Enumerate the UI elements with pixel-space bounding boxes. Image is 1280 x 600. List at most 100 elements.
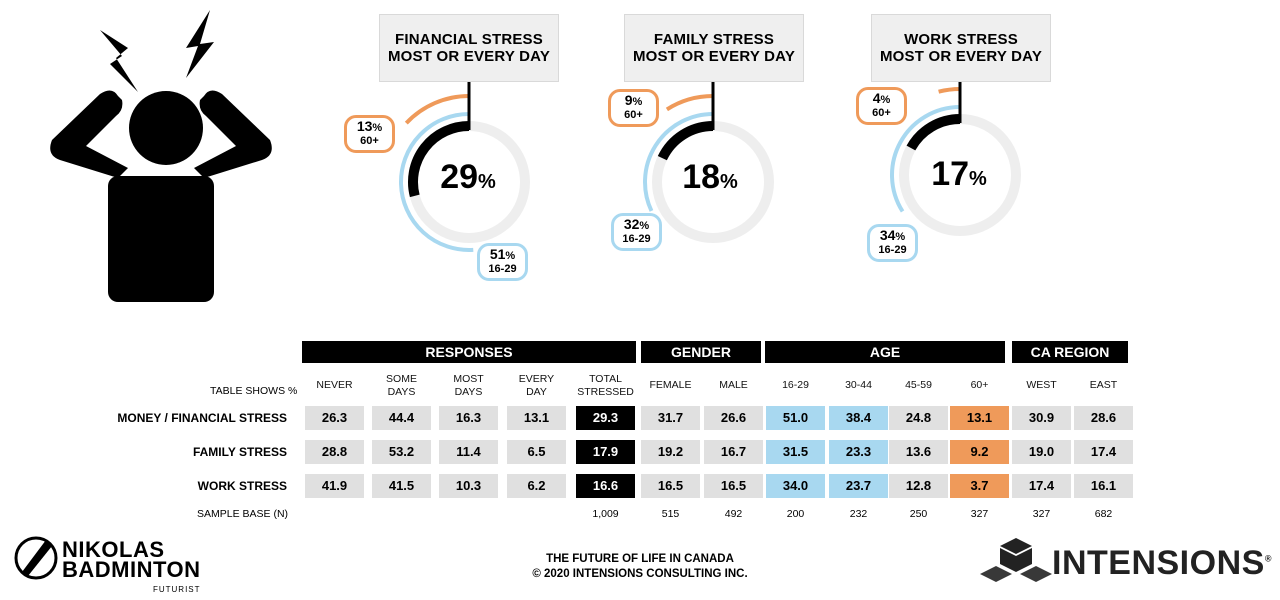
column-header: EAST xyxy=(1068,379,1139,392)
group-header-responses: RESPONSES xyxy=(302,341,636,363)
bubble-value: 13 xyxy=(356,118,373,134)
row-label: MONEY / FINANCIAL STRESS xyxy=(117,411,287,425)
gauge-60-arc xyxy=(665,94,714,112)
column-header-line1: 16-29 xyxy=(782,379,809,391)
rocket-logo-icon xyxy=(14,536,58,580)
bubble-60plus: 13% 60+ xyxy=(344,115,395,153)
gauge-16-29-arc xyxy=(399,112,474,252)
bubble-value: 34 xyxy=(879,227,896,243)
table-cell: 30.9 xyxy=(1012,406,1071,430)
footer-line1: THE FUTURE OF LIFE IN CANADA xyxy=(546,553,734,565)
percent-sign: % xyxy=(632,96,643,108)
percent-sign: % xyxy=(895,231,906,243)
bubble-value: 32 xyxy=(623,216,640,232)
sample-base-value: 682 xyxy=(1094,508,1113,520)
table-cell: 12.8 xyxy=(889,474,948,498)
column-header-line1: FEMALE xyxy=(649,379,692,391)
column-header-line2: DAY xyxy=(526,386,547,398)
gauge-title-line2: MOST OR EVERY DAY xyxy=(632,48,796,65)
table-cell: 17.4 xyxy=(1012,474,1071,498)
gauge-group xyxy=(399,82,1021,252)
gauge-title-work: WORK STRESS MOST OR EVERY DAY xyxy=(871,14,1051,82)
table-cell: 11.4 xyxy=(439,440,498,464)
bubble-16-29: 51% 16-29 xyxy=(477,243,528,281)
bubble-value: 51 xyxy=(489,246,506,262)
gauge-title-line2: MOST OR EVERY DAY xyxy=(387,48,551,65)
gauge-title-line1: FINANCIAL STRESS xyxy=(395,31,543,48)
bubble-16-29: 32% 16-29 xyxy=(611,213,662,251)
column-header-line2: STRESSED xyxy=(577,386,634,398)
column-header: FEMALE xyxy=(635,379,706,392)
brand-left-line2: BADMINTON xyxy=(62,557,201,582)
table-cell: 28.6 xyxy=(1074,406,1133,430)
table-cell: 16.7 xyxy=(704,440,763,464)
sample-base-value: 327 xyxy=(970,508,989,520)
table-cell: 24.8 xyxy=(889,406,948,430)
gauge-60-arc xyxy=(938,87,961,94)
table-shows-label: TABLE SHOWS % xyxy=(210,385,298,397)
table-cell: 19.2 xyxy=(641,440,700,464)
column-header-line2: DAYS xyxy=(387,386,416,398)
column-header-line1: SOME xyxy=(386,373,417,385)
table-cell: 17.9 xyxy=(576,440,635,464)
table-cell: 19.0 xyxy=(1012,440,1071,464)
percent-sign: % xyxy=(372,122,383,134)
column-header-line1: WEST xyxy=(1026,379,1057,391)
table-cell: 34.0 xyxy=(766,474,825,498)
table-cell: 16.5 xyxy=(704,474,763,498)
gauge-overall-number: 17 xyxy=(931,155,970,193)
gauge-overall-number: 29 xyxy=(440,158,479,196)
table-cell: 17.4 xyxy=(1074,440,1133,464)
column-header: 30-44 xyxy=(823,379,894,392)
column-header-line2: DAYS xyxy=(454,386,483,398)
brand-left: NIKOLAS BADMINTON FUTURIST xyxy=(62,537,201,600)
table-cell: 31.5 xyxy=(766,440,825,464)
table-cell: 16.1 xyxy=(1074,474,1133,498)
stressed-person-icon xyxy=(50,10,272,302)
percent-sign: % xyxy=(720,171,738,193)
table-cell: 23.3 xyxy=(829,440,888,464)
column-header: 16-29 xyxy=(760,379,831,392)
percent-sign: % xyxy=(639,220,650,232)
group-header-region: CA REGION xyxy=(1012,341,1128,363)
bubble-value: 4 xyxy=(872,90,881,106)
gauge-center-value: 17% xyxy=(899,155,1019,194)
cubes-logo-icon xyxy=(980,538,1052,582)
table-cell: 51.0 xyxy=(766,406,825,430)
gauge-60-arc xyxy=(404,94,470,125)
bubble-age: 60+ xyxy=(872,107,891,119)
table-cell: 16.6 xyxy=(576,474,635,498)
table-cell: 23.7 xyxy=(829,474,888,498)
column-header: WEST xyxy=(1006,379,1077,392)
table-cell: 26.3 xyxy=(305,406,364,430)
bubble-age: 16-29 xyxy=(488,263,517,275)
gauge-overall-number: 18 xyxy=(682,158,721,196)
gauge-center-value: 29% xyxy=(408,158,528,197)
table-cell: 41.5 xyxy=(372,474,431,498)
table-cell: 41.9 xyxy=(305,474,364,498)
brand-right: INTENSIONS® xyxy=(1052,544,1272,583)
column-header-line1: EAST xyxy=(1089,379,1118,391)
table-cell: 9.2 xyxy=(950,440,1009,464)
table-cell: 16.3 xyxy=(439,406,498,430)
gauge-center-value: 18% xyxy=(650,158,770,197)
sample-base-value: 492 xyxy=(724,508,743,520)
bubble-16-29: 34% 16-29 xyxy=(867,224,918,262)
bubble-60plus: 9% 60+ xyxy=(608,89,659,127)
column-header: 60+ xyxy=(944,379,1015,392)
gauge-title-financial: FINANCIAL STRESS MOST OR EVERY DAY xyxy=(379,14,559,82)
table-cell: 26.6 xyxy=(704,406,763,430)
bubble-age: 16-29 xyxy=(622,233,651,245)
footer: THE FUTURE OF LIFE IN CANADA © 2020 INTE… xyxy=(440,552,840,582)
table-cell: 6.2 xyxy=(507,474,566,498)
table-cell: 13.6 xyxy=(889,440,948,464)
sample-base-value: 250 xyxy=(909,508,928,520)
gauge-overall-arc xyxy=(906,114,961,151)
percent-sign: % xyxy=(505,250,516,262)
percent-sign: % xyxy=(880,94,891,106)
bubble-age: 60+ xyxy=(360,135,379,147)
footer-copyright: © 2020 INTENSIONS CONSULTING INC. xyxy=(532,568,748,580)
bubble-age: 16-29 xyxy=(878,244,907,256)
brand-left-line1: NIKOLAS xyxy=(62,537,165,562)
